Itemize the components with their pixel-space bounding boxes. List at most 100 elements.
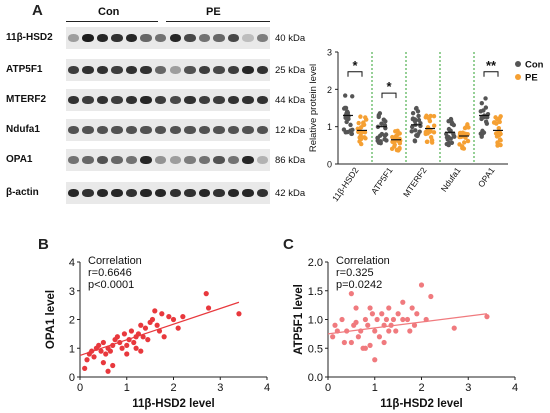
data-point bbox=[203, 291, 209, 297]
data-point bbox=[375, 135, 380, 141]
blot-band bbox=[256, 189, 269, 197]
blot-band bbox=[125, 126, 138, 134]
blot-band bbox=[213, 189, 225, 197]
x-tick-label: 3 bbox=[217, 382, 223, 394]
blot-band bbox=[213, 126, 225, 134]
blot-band bbox=[140, 126, 152, 134]
data-point bbox=[362, 135, 367, 140]
y-tick-label: 1 bbox=[327, 122, 332, 132]
data-point bbox=[465, 132, 470, 137]
correlation-annotation: Correlation bbox=[336, 255, 390, 267]
blot-band bbox=[96, 189, 109, 197]
blot-band bbox=[242, 34, 254, 42]
data-point bbox=[376, 114, 381, 120]
data-point bbox=[152, 308, 158, 314]
data-point bbox=[465, 138, 471, 144]
data-point bbox=[339, 316, 345, 323]
data-point bbox=[445, 137, 450, 142]
blot-band bbox=[111, 126, 123, 134]
blot-band bbox=[242, 156, 254, 164]
data-point bbox=[348, 122, 353, 128]
data-point bbox=[107, 348, 113, 354]
data-point bbox=[356, 120, 361, 126]
blot-band bbox=[256, 126, 269, 134]
y-tick-label: 1.0 bbox=[308, 315, 323, 327]
blot-band bbox=[67, 96, 80, 104]
blot-band bbox=[67, 189, 80, 197]
data-point bbox=[358, 114, 363, 119]
data-point bbox=[386, 328, 392, 334]
blot-band bbox=[140, 96, 152, 104]
blot-kda: 40 kDa bbox=[275, 33, 306, 44]
data-point bbox=[236, 311, 242, 317]
blot-band bbox=[169, 126, 182, 134]
data-point bbox=[498, 138, 503, 143]
data-point bbox=[353, 305, 359, 311]
data-point bbox=[145, 337, 151, 343]
data-point bbox=[425, 139, 430, 144]
data-point bbox=[166, 314, 172, 320]
data-point bbox=[425, 131, 430, 136]
x-tick-label: 0 bbox=[325, 382, 331, 394]
data-point bbox=[98, 348, 104, 354]
blot-band bbox=[67, 34, 80, 42]
data-point bbox=[446, 118, 451, 124]
data-point bbox=[361, 122, 367, 127]
data-point bbox=[355, 334, 361, 340]
blot-strip bbox=[66, 27, 270, 49]
correlation-annotation: p=0.0242 bbox=[336, 279, 382, 291]
blot-band bbox=[227, 34, 240, 42]
data-point bbox=[409, 129, 414, 134]
data-point bbox=[461, 140, 467, 145]
data-point bbox=[397, 145, 402, 151]
data-point bbox=[481, 108, 486, 113]
blot-band bbox=[154, 126, 167, 134]
data-point bbox=[492, 120, 497, 125]
blot-band bbox=[154, 66, 167, 74]
x-tick-label: 2 bbox=[418, 382, 424, 394]
blot-kda: 25 kDa bbox=[275, 65, 306, 76]
data-point bbox=[358, 133, 363, 138]
blot-band bbox=[82, 126, 94, 134]
data-point bbox=[483, 96, 488, 101]
correlation-annotation: r=0.325 bbox=[336, 267, 374, 279]
data-point bbox=[341, 127, 347, 132]
blot-band bbox=[82, 156, 94, 164]
blot-band bbox=[154, 189, 167, 197]
data-point bbox=[149, 316, 156, 323]
blot-band bbox=[154, 34, 167, 42]
y-tick-label: 0.5 bbox=[308, 343, 323, 355]
blot-kda: 12 kDa bbox=[275, 125, 306, 136]
blot-band bbox=[154, 96, 167, 104]
data-point bbox=[460, 130, 466, 135]
y-tick-label: 0 bbox=[327, 160, 332, 170]
x-tick-label: 1 bbox=[124, 382, 130, 394]
data-point bbox=[412, 138, 418, 144]
data-point bbox=[369, 311, 376, 317]
data-point bbox=[119, 345, 125, 351]
blot-strip bbox=[66, 89, 270, 111]
x-axis-label: 11β-HSD2 level bbox=[132, 398, 214, 410]
data-point bbox=[464, 125, 469, 130]
data-point bbox=[483, 105, 489, 110]
data-point bbox=[495, 117, 500, 122]
y-tick-label: 2 bbox=[69, 315, 75, 327]
y-axis-label: Relative protein level bbox=[308, 64, 319, 152]
blot-strip bbox=[66, 149, 270, 171]
data-point bbox=[383, 119, 388, 124]
data-point bbox=[451, 325, 457, 331]
blot-kda: 86 kDa bbox=[275, 155, 306, 166]
data-point bbox=[344, 111, 349, 116]
data-point bbox=[463, 135, 468, 140]
data-point bbox=[341, 339, 347, 346]
data-point bbox=[410, 110, 416, 116]
y-tick-label: 1.5 bbox=[308, 286, 323, 298]
blot-band bbox=[111, 189, 123, 197]
data-point bbox=[481, 130, 487, 135]
blot-band bbox=[67, 66, 80, 74]
blot-band bbox=[169, 96, 182, 104]
blot-kda: 42 kDa bbox=[275, 188, 306, 199]
data-point bbox=[84, 357, 90, 363]
blot-band bbox=[111, 34, 123, 42]
blot-strip bbox=[66, 119, 270, 141]
